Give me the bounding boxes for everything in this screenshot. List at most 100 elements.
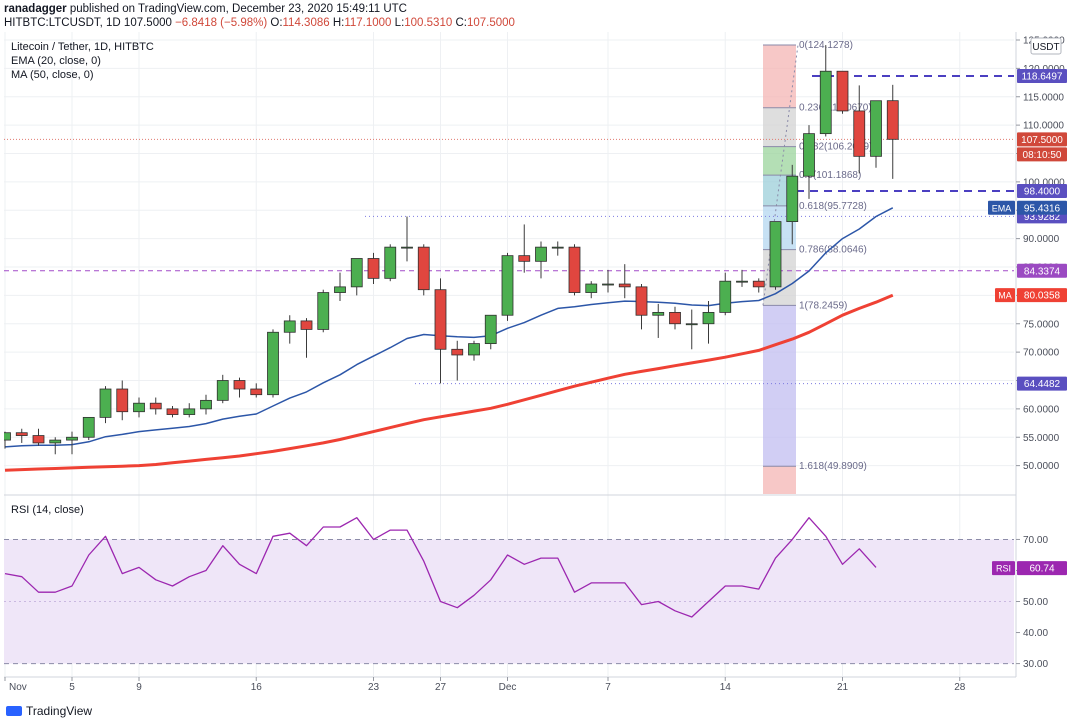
candle-5[interactable] (82, 416, 95, 441)
candle-44[interactable] (736, 269, 748, 287)
open-value: 114.3086 (282, 17, 330, 29)
candle-31[interactable] (518, 224, 531, 273)
price-badge-ma-bg (1017, 288, 1067, 303)
fib-label-0.618: 0.618(95.7728) (799, 201, 867, 212)
candle-27[interactable] (451, 340, 464, 381)
candle-47[interactable] (786, 164, 799, 245)
candle-6[interactable] (99, 386, 112, 424)
ohlc-line: HITBTC:LTCUSDT, 1D 107.5000 −6.8418 (−5.… (4, 17, 515, 29)
rsi-tick-label: 40.00 (1023, 628, 1048, 639)
candle-51[interactable] (853, 85, 866, 174)
fib-zone-2 (763, 146, 796, 176)
candle-18[interactable] (300, 318, 313, 358)
candle-42[interactable] (702, 301, 715, 344)
candle-21[interactable] (350, 258, 363, 296)
candle-body (769, 221, 782, 288)
level-badge-64.4482: 64.4482 (1017, 376, 1067, 391)
fib-zone-tail (763, 466, 796, 494)
chart-header: ranadagger published on TradingView.com,… (0, 0, 1080, 32)
candle-19[interactable] (317, 289, 330, 333)
candle-body (719, 280, 732, 313)
level-badge-98.4000-bg (1017, 183, 1067, 198)
candle-body (434, 289, 447, 350)
candle-38[interactable] (635, 284, 648, 330)
candle-15[interactable] (250, 383, 263, 398)
legend-ma[interactable]: MA (50, close, 0) (11, 69, 94, 81)
candle-22[interactable] (367, 252, 380, 285)
candle-26[interactable] (434, 278, 447, 384)
tradingview-logo[interactable]: TradingView (6, 704, 92, 718)
candle-1[interactable] (15, 428, 28, 443)
price-and-rsi-chart[interactable]: 0(124.1278)0.236(113.0670)0.382(106.2009… (0, 32, 1080, 702)
candle-25[interactable] (417, 244, 430, 296)
publish-info: published on TradingView.com, December 2… (69, 3, 407, 15)
rsi-badge-text: 60.74 (1029, 564, 1054, 575)
candle-11[interactable] (183, 403, 196, 418)
ma-50-line (4, 293, 894, 472)
currency-button-label[interactable]: USDT (1032, 42, 1059, 53)
candle-48[interactable] (803, 125, 815, 199)
ema-20-line (4, 207, 894, 448)
candle-body (551, 246, 564, 249)
candle-14[interactable] (233, 377, 246, 398)
candle-24[interactable] (401, 216, 413, 262)
candle-body (786, 175, 799, 222)
price-tick-label: 75.0000 (1023, 319, 1060, 330)
moving-averages (4, 207, 894, 472)
time-tick-label: 28 (954, 682, 966, 693)
candle-41[interactable] (685, 309, 698, 350)
rsi-title: RSI (14, close) (11, 504, 84, 516)
candle-0[interactable] (0, 431, 11, 449)
candle-13[interactable] (216, 374, 229, 404)
candle-37[interactable] (618, 264, 631, 299)
candle-49[interactable] (819, 45, 832, 137)
candle-53[interactable] (886, 84, 899, 179)
level-badge-118.6497-bg (1017, 69, 1067, 84)
candle-8[interactable] (133, 397, 145, 418)
time-tick-label: 27 (435, 682, 447, 693)
currency-button[interactable]: USDT (1030, 37, 1062, 55)
level-badge-98.4000-text: 98.4000 (1024, 186, 1061, 197)
candle-17[interactable] (283, 315, 296, 344)
candle-34[interactable] (568, 244, 581, 296)
author-name[interactable]: ranadagger (4, 3, 67, 15)
candlesticks[interactable] (0, 45, 899, 455)
candle-20[interactable] (334, 272, 346, 302)
candle-4[interactable] (66, 431, 78, 455)
candle-body (82, 416, 95, 438)
time-tick-label: 21 (837, 682, 849, 693)
candle-29[interactable] (484, 314, 497, 350)
candle-36[interactable] (602, 269, 614, 293)
candle-9[interactable] (149, 397, 162, 415)
candle-body (15, 432, 28, 436)
candle-32[interactable] (535, 241, 547, 279)
candle-23[interactable] (384, 244, 397, 282)
candle-28[interactable] (468, 340, 480, 361)
candle-39[interactable] (652, 303, 665, 338)
candle-52[interactable] (870, 100, 882, 168)
candle-33[interactable] (551, 241, 564, 256)
candle-body (886, 100, 899, 140)
high-value: 117.1000 (344, 17, 392, 29)
candle-35[interactable] (585, 281, 598, 299)
fibonacci-retracement[interactable]: 0(124.1278)0.236(113.0670)0.382(106.2009… (762, 40, 872, 494)
candle-3[interactable] (49, 437, 62, 455)
candle-10[interactable] (166, 406, 179, 418)
candle-12[interactable] (200, 394, 212, 415)
candle-7[interactable] (116, 380, 129, 421)
legend-ema[interactable]: EMA (20, close, 0) (11, 55, 101, 67)
candle-2[interactable] (32, 428, 45, 446)
candle-40[interactable] (669, 306, 681, 330)
candle-30[interactable] (501, 252, 514, 321)
rsi-tag: RSI (996, 564, 1011, 574)
candle-46[interactable] (769, 221, 782, 290)
candle-16[interactable] (267, 329, 279, 398)
fib-zone-1 (763, 107, 796, 147)
candle-43[interactable] (719, 272, 732, 316)
candle-50[interactable] (836, 70, 849, 114)
candle-body (66, 436, 78, 441)
candle-body (752, 280, 765, 288)
candle-45[interactable] (752, 278, 765, 293)
fib-label-0.5: 0.5(101.1868) (799, 170, 861, 181)
rsi-pane[interactable] (4, 517, 1014, 665)
